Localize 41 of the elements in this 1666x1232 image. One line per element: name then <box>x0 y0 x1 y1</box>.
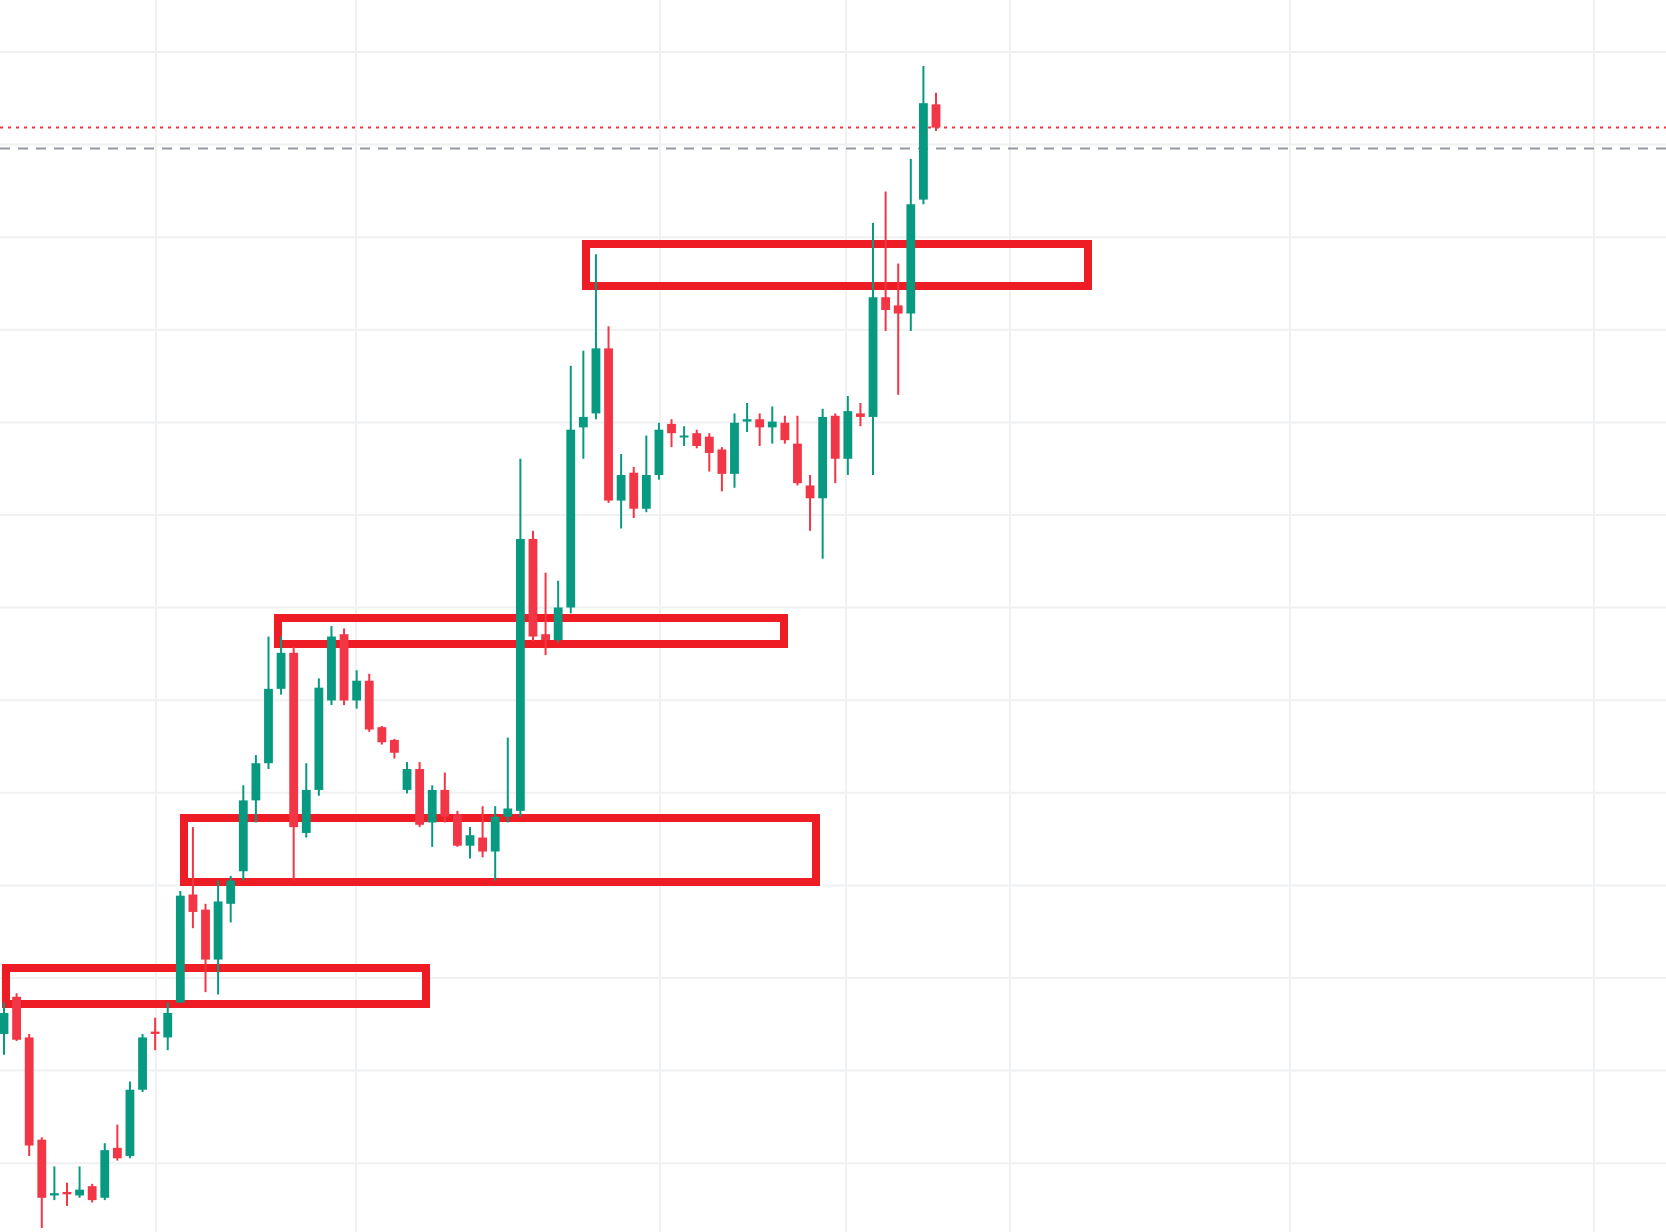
candlestick <box>112 1123 122 1162</box>
candlestick <box>503 736 513 824</box>
candlestick <box>163 1001 173 1052</box>
candlestick <box>641 434 651 514</box>
candlestick <box>578 349 588 460</box>
candlestick <box>478 805 487 859</box>
candlestick <box>541 571 550 657</box>
candlestick <box>251 754 261 824</box>
candlestick <box>553 579 563 644</box>
candlestick <box>352 669 362 710</box>
candlestick <box>629 465 639 520</box>
candlestick <box>49 1165 59 1202</box>
candlestick <box>453 809 462 848</box>
candlestick <box>390 737 399 760</box>
candlestick <box>667 418 676 449</box>
candlestick <box>679 425 689 447</box>
candlestick <box>793 414 802 487</box>
candlestick <box>87 1182 97 1204</box>
candlestick <box>654 421 664 481</box>
candlestick <box>301 762 311 839</box>
candlestick <box>402 761 412 795</box>
candlestick <box>830 412 840 485</box>
candlestick <box>616 453 626 530</box>
candlestick <box>100 1142 110 1202</box>
candlestick <box>427 784 437 848</box>
candlestick <box>742 401 752 434</box>
candlestick <box>843 395 853 477</box>
candlestick <box>490 805 500 882</box>
candlestick <box>893 262 903 396</box>
candlestick <box>856 401 865 428</box>
candlestick <box>276 635 286 696</box>
candlestick <box>881 190 891 332</box>
candlestick <box>465 826 475 860</box>
candlestick <box>12 992 21 1042</box>
candlestick <box>440 771 450 824</box>
candlestick <box>805 474 815 532</box>
candlestick <box>150 1016 160 1052</box>
candlestick <box>755 412 765 447</box>
candlestick <box>692 428 702 450</box>
candlestick <box>780 414 790 445</box>
candlestick <box>0 1001 9 1056</box>
